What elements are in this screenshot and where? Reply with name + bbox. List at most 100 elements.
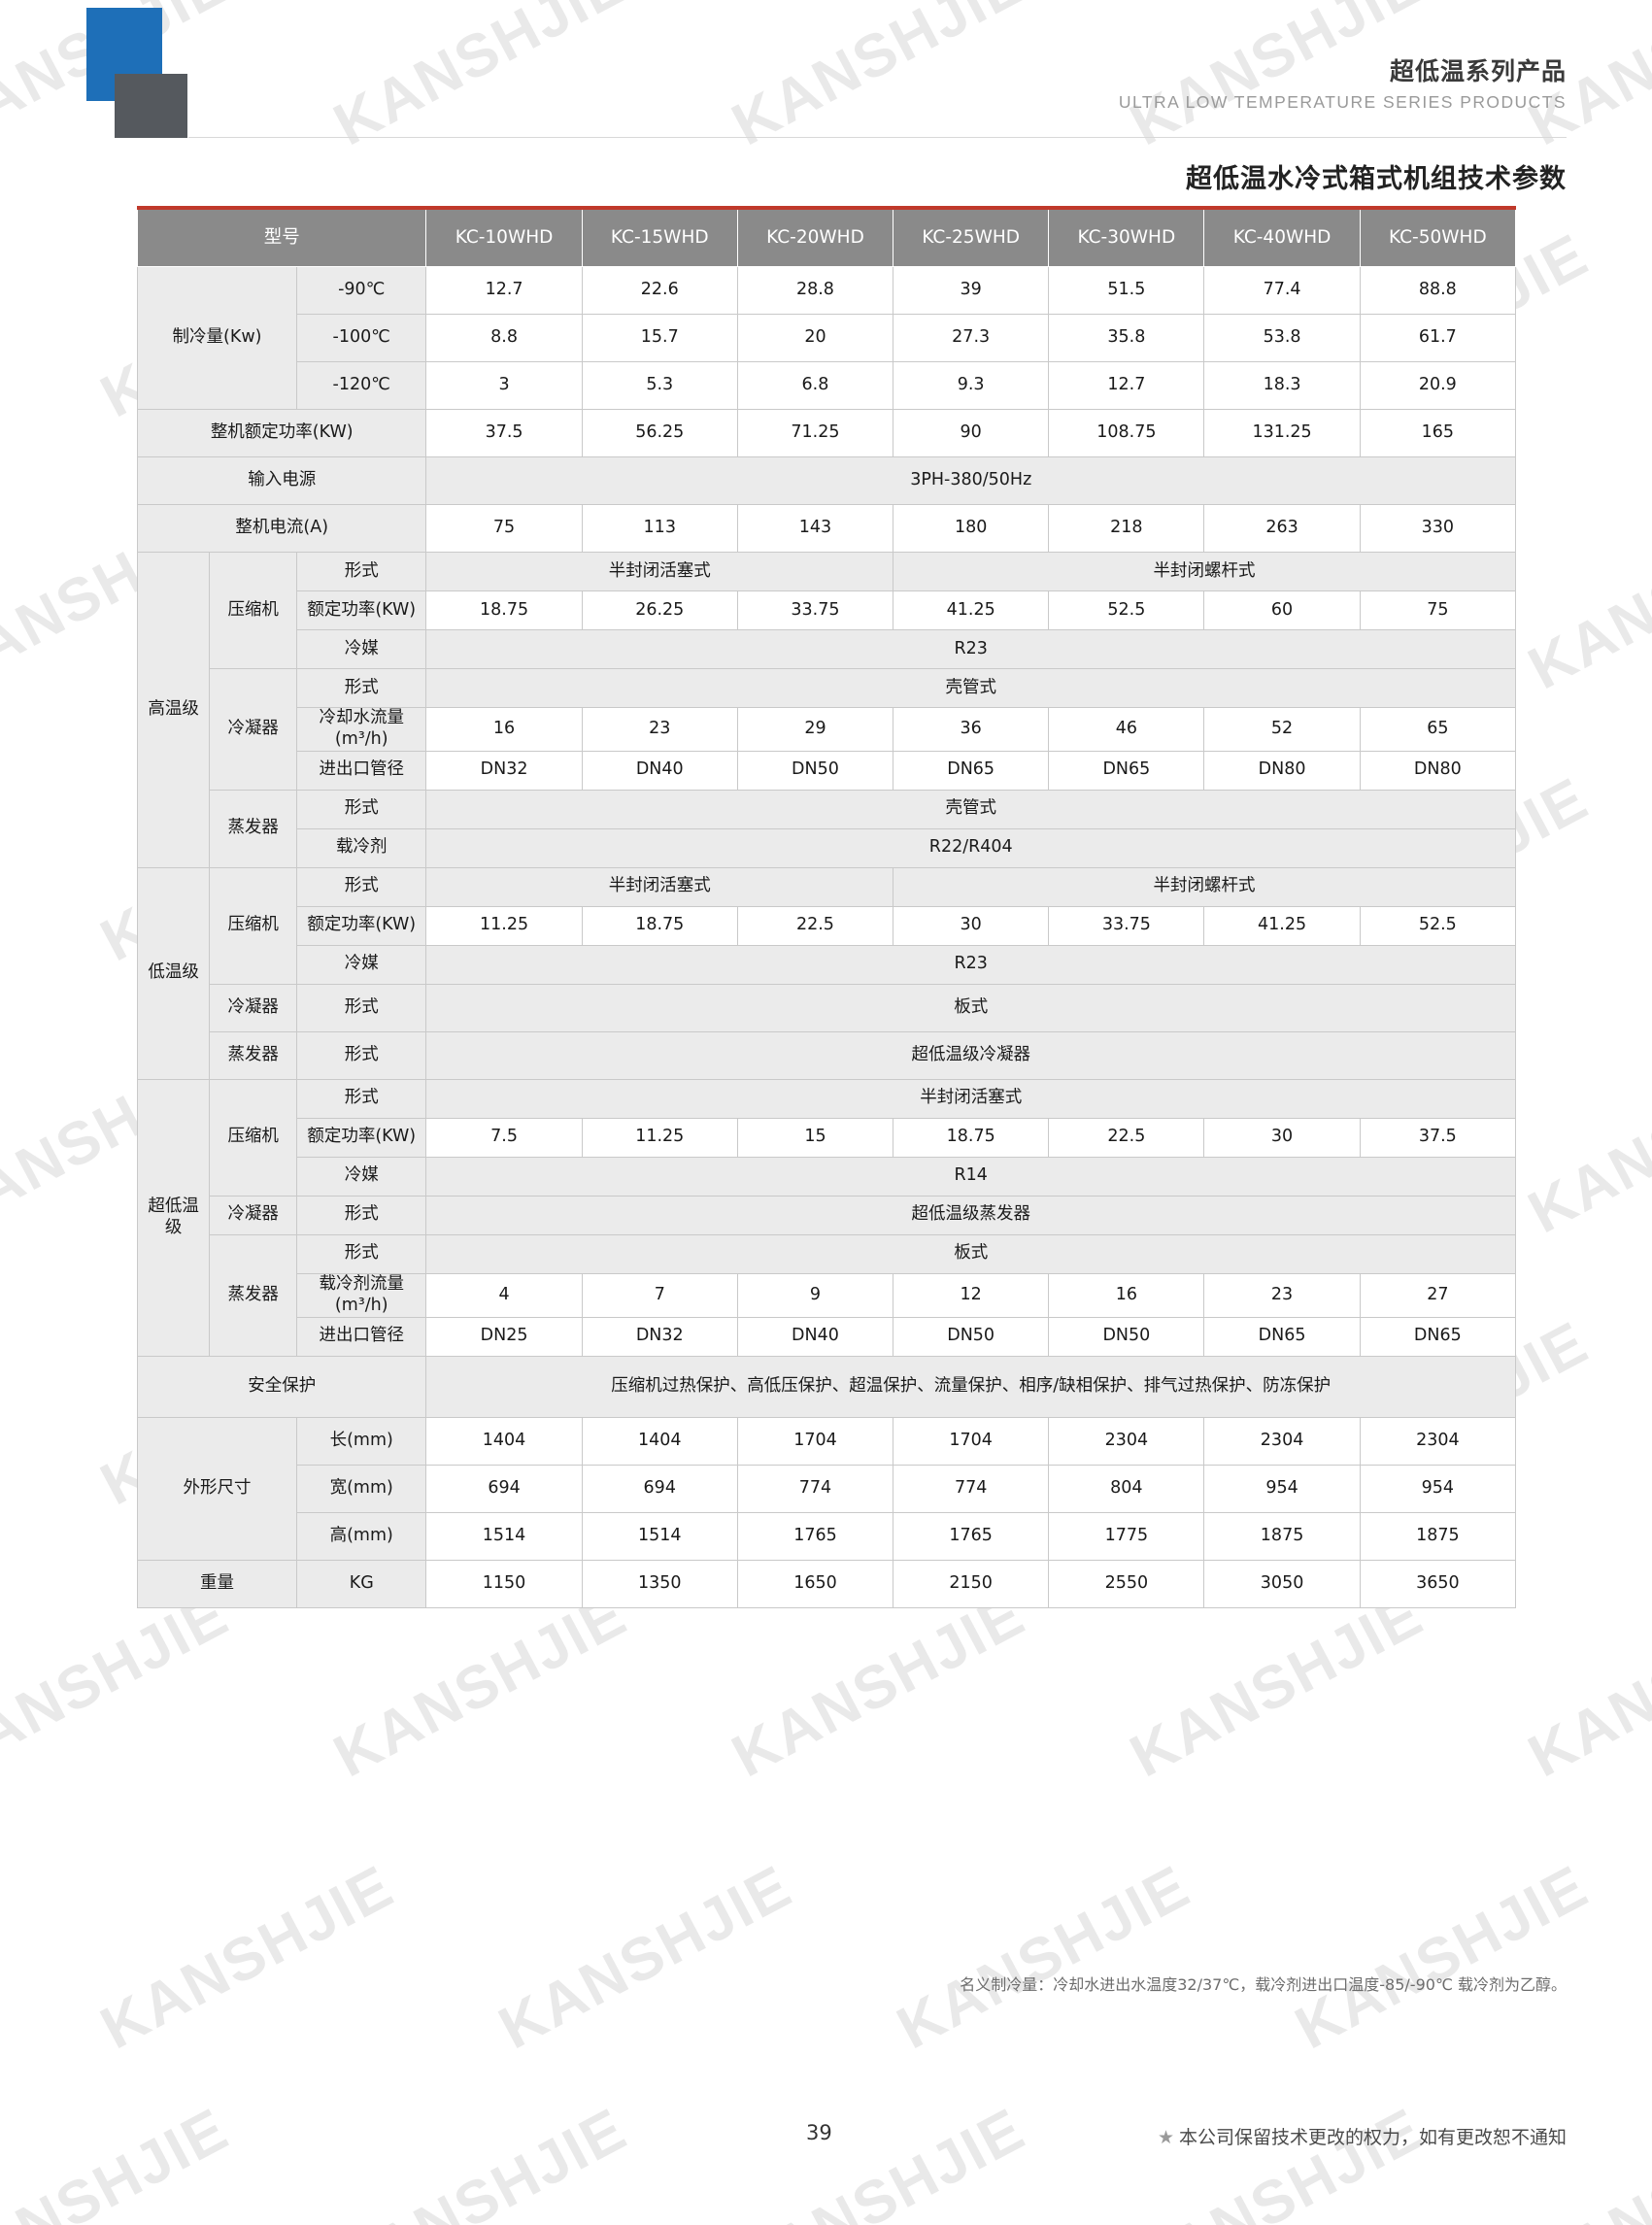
header-model-0: KC-10WHD [425, 210, 583, 267]
row-label-ls-refrigerant: 冷媒 [296, 944, 427, 985]
cell-ls-comp-form-right: 半封闭螺杆式 [893, 866, 1516, 907]
cell-ulscp-4: 22.5 [1048, 1117, 1205, 1158]
cell-lscp-3: 30 [893, 905, 1050, 946]
row-label-hs-comp-power: 额定功率(KW) [296, 590, 427, 630]
header-model-3: KC-25WHD [893, 210, 1050, 267]
cell-ls-comp-form-left: 半封闭活塞式 [425, 866, 894, 907]
table-row: 载冷剂流量(m³/h) 4 7 9 12 16 23 27 [138, 1272, 1517, 1318]
row-label-ls-evap-form: 形式 [296, 1030, 427, 1080]
cell-ulsef-3: 12 [893, 1272, 1050, 1318]
cell-hscp-2: 33.75 [736, 590, 894, 630]
row-label-total-current: 整机电流(A) [136, 504, 427, 553]
row-label-uls-comp-form: 形式 [296, 1078, 427, 1119]
cell-len-4: 2304 [1048, 1416, 1205, 1466]
row-label-t90: -90℃ [296, 266, 427, 315]
cell-rpt-2: 71.25 [736, 409, 894, 457]
cell-wid-5: 954 [1203, 1464, 1361, 1513]
header-divider [188, 137, 1567, 138]
cell-wid-1: 694 [581, 1464, 738, 1513]
footer-notice: ★ 本公司保留技术更改的权力，如有更改恕不通知 [1158, 2123, 1567, 2149]
cell-ulscp-1: 11.25 [581, 1117, 738, 1158]
row-label-hs-evaporator: 蒸发器 [209, 789, 298, 868]
cell-hscf-5: 52 [1203, 707, 1361, 752]
cell-len-2: 1704 [736, 1416, 894, 1466]
star-icon: ★ [1157, 2127, 1174, 2148]
cell-hei-1: 1514 [581, 1511, 738, 1561]
cell-rpt-6: 165 [1359, 409, 1517, 457]
row-label-uls-condenser: 冷凝器 [209, 1195, 298, 1235]
cell-wid-4: 804 [1048, 1464, 1205, 1513]
table-row: 冷媒 R23 [138, 944, 1516, 985]
cell-ulsep-2: DN40 [736, 1316, 894, 1357]
watermark-text: KANSHJIE [1120, 1580, 1434, 1791]
cell-cap90-6: 88.8 [1359, 266, 1517, 315]
row-label-uls-cond-form: 形式 [296, 1195, 427, 1235]
row-label-ls-comp-power: 额定功率(KW) [296, 905, 427, 946]
cell-ls-refrigerant: R23 [425, 944, 1516, 985]
row-label-uls-refrigerant: 冷媒 [296, 1156, 427, 1197]
row-label-hs-refrigerant: 冷媒 [296, 629, 427, 669]
cell-lscp-5: 41.25 [1203, 905, 1361, 946]
cell-cap100-3: 27.3 [893, 314, 1050, 362]
cell-cap90-5: 77.4 [1203, 266, 1361, 315]
cell-rpt-0: 37.5 [425, 409, 583, 457]
cell-rpt-3: 90 [893, 409, 1050, 457]
cell-hs-comp-form-left: 半封闭活塞式 [425, 552, 894, 591]
table-row: 冷凝器 形式 超低温级蒸发器 [138, 1195, 1516, 1235]
cell-kg-0: 1150 [425, 1559, 583, 1608]
table-footnote: 名义制冷量：冷却水进出水温度32/37℃，载冷剂进出口温度-85/-90℃ 载冷… [960, 1975, 1567, 1994]
table-row: 制冷量(Kw) -90℃ 12.7 22.6 28.8 39 51.5 77.4… [136, 266, 1517, 410]
row-label-t100: -100℃ [296, 314, 427, 362]
cell-hscp-6: 75 [1359, 590, 1517, 630]
cell-cap120-4: 12.7 [1048, 361, 1205, 410]
row-label-kg: KG [296, 1559, 427, 1608]
cell-ulsep-0: DN25 [425, 1316, 583, 1357]
cell-rpt-5: 131.25 [1203, 409, 1361, 457]
table-row: 额定功率(KW) 11.25 18.75 22.5 30 33.75 41.25… [138, 905, 1517, 946]
cell-len-5: 2304 [1203, 1416, 1361, 1466]
cell-lscp-4: 33.75 [1048, 905, 1205, 946]
header-model-1: KC-15WHD [581, 210, 738, 267]
row-label-height: 高(mm) [296, 1511, 427, 1561]
cell-hs-refrigerant: R23 [425, 629, 1516, 669]
cell-hscp2-4: DN65 [1048, 750, 1205, 791]
cell-hscp2-0: DN32 [425, 750, 583, 791]
row-label-input-power: 输入电源 [136, 456, 427, 505]
watermark-text: KANSHJIE [90, 1852, 405, 2063]
cell-ulsef-1: 7 [581, 1272, 738, 1318]
cell-kg-2: 1650 [736, 1559, 894, 1608]
watermark-text: KANSHJIE [0, 1580, 240, 1791]
page-title: 超低温水冷式箱式机组技术参数 [1186, 164, 1567, 194]
row-label-rated-power-total: 整机额定功率(KW) [136, 409, 427, 457]
header-model-2: KC-20WHD [736, 210, 894, 267]
cell-lscp-6: 52.5 [1359, 905, 1517, 946]
cell-hscp-3: 41.25 [893, 590, 1050, 630]
watermark-text: KANSHJIE [323, 1580, 638, 1791]
group-label-dimensions: 外形尺寸 [136, 1416, 298, 1561]
row-label-hs-compressor: 压缩机 [209, 552, 298, 669]
cell-hs-comp-form-right: 半封闭螺杆式 [893, 552, 1516, 591]
watermark-text: KANSHJIE [1518, 1580, 1652, 1791]
row-label-uls-evap-flow: 载冷剂流量(m³/h) [296, 1272, 427, 1318]
cell-ls-evap-form: 超低温级冷凝器 [425, 1030, 1516, 1080]
footer-notice-text: 本公司保留技术更改的权力，如有更改恕不通知 [1178, 2127, 1567, 2148]
cell-len-6: 2304 [1359, 1416, 1517, 1466]
cell-cap100-0: 8.8 [425, 314, 583, 362]
cell-kg-3: 2150 [893, 1559, 1050, 1608]
table-row: 冷却水流量(m³/h) 16 23 29 36 46 52 65 [138, 707, 1517, 752]
table-row: 蒸发器 形式 超低温级冷凝器 [138, 1030, 1516, 1080]
header-title-en: ULTRA LOW TEMPERATURE SERIES PRODUCTS [1118, 92, 1567, 113]
table-row: 冷媒 R23 [138, 629, 1516, 669]
row-label-width: 宽(mm) [296, 1464, 427, 1513]
cell-cap100-1: 15.7 [581, 314, 738, 362]
row-label-cooling-capacity: 制冷量(Kw) [136, 266, 298, 410]
cell-lscp-2: 22.5 [736, 905, 894, 946]
cell-kg-1: 1350 [581, 1559, 738, 1608]
accent-rule [137, 206, 1516, 210]
row-label-hs-evap-form: 形式 [296, 789, 427, 829]
cell-hei-4: 1775 [1048, 1511, 1205, 1561]
row-label-t120: -120℃ [296, 361, 427, 410]
cell-hscf-0: 16 [425, 707, 583, 752]
header-title-cn: 超低温系列产品 [1389, 57, 1567, 85]
row-label-ls-comp-form: 形式 [296, 866, 427, 907]
